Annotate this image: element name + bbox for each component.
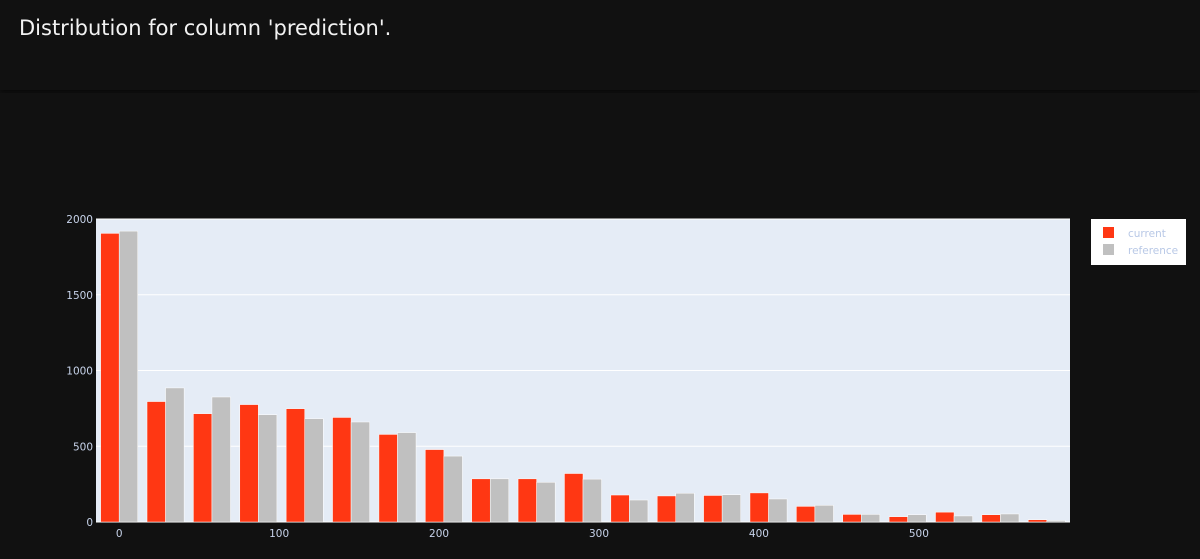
bar-current[interactable]	[239, 404, 259, 523]
bar-current[interactable]	[842, 514, 862, 523]
bar-reference[interactable]	[211, 396, 231, 523]
chart-panel: 0 500 1000 1500 2000 0 100 200 300 400 500 current…	[0, 93, 1200, 559]
bar-reference[interactable]	[629, 499, 649, 523]
legend-item-reference[interactable]: reference	[1103, 244, 1178, 257]
bar-reference[interactable]	[397, 432, 417, 523]
bar-current[interactable]	[1028, 519, 1048, 523]
bar-current[interactable]	[749, 492, 769, 523]
axes: 0 500 1000 1500 2000 0 100 200 300 400 500	[66, 214, 929, 540]
bar-reference[interactable]	[814, 505, 834, 523]
bar-current[interactable]	[425, 449, 445, 523]
x-tick-label: 200	[429, 528, 449, 540]
bar-current[interactable]	[703, 495, 723, 523]
bar-current[interactable]	[981, 514, 1001, 523]
bar-current[interactable]	[100, 233, 120, 523]
y-tick-label: 1500	[66, 290, 93, 302]
legend-box	[1091, 219, 1186, 265]
x-tick-label: 0	[116, 528, 123, 540]
bar-current[interactable]	[888, 516, 908, 523]
bar-reference[interactable]	[258, 414, 278, 523]
bar-reference[interactable]	[304, 418, 324, 523]
page-header: Distribution for column 'prediction'.	[0, 0, 1200, 90]
bar-reference[interactable]	[350, 421, 370, 523]
bar-current[interactable]	[517, 478, 537, 523]
y-tick-label: 0	[86, 517, 93, 529]
bar-reference[interactable]	[1000, 513, 1020, 523]
bar-current[interactable]	[332, 417, 352, 523]
bar-current[interactable]	[564, 473, 584, 523]
bar-reference[interactable]	[861, 514, 881, 523]
x-tick-label: 400	[749, 528, 769, 540]
bar-current[interactable]	[193, 413, 213, 523]
series-current	[100, 233, 1048, 523]
legend-item-current[interactable]: current	[1103, 227, 1166, 240]
distribution-chart[interactable]: 0 500 1000 1500 2000 0 100 200 300 400 500 current…	[0, 93, 1200, 559]
bar-current[interactable]	[471, 478, 491, 523]
bar-current[interactable]	[656, 495, 677, 523]
bar-reference[interactable]	[953, 515, 973, 523]
page-title: Distribution for column 'prediction'.	[19, 16, 392, 40]
bar-reference[interactable]	[489, 478, 510, 523]
x-tick-label: 100	[269, 528, 289, 540]
bar-reference[interactable]	[536, 482, 556, 523]
bar-reference[interactable]	[582, 478, 602, 523]
bar-current[interactable]	[796, 506, 816, 523]
legend-label: current	[1128, 228, 1166, 240]
legend[interactable]: current reference	[1091, 219, 1186, 265]
legend-label: reference	[1128, 245, 1178, 257]
bar-current[interactable]	[285, 408, 305, 523]
bar-reference[interactable]	[721, 494, 741, 523]
legend-swatch	[1103, 244, 1114, 255]
y-tick-label: 1000	[66, 366, 93, 378]
bar-reference[interactable]	[675, 492, 695, 523]
legend-swatch	[1103, 227, 1114, 238]
bar-current[interactable]	[146, 401, 166, 523]
x-tick-label: 300	[589, 528, 609, 540]
bar-reference[interactable]	[768, 498, 788, 523]
bar-current[interactable]	[378, 434, 398, 523]
bar-reference[interactable]	[443, 455, 463, 523]
y-tick-label: 2000	[66, 214, 93, 226]
bar-current[interactable]	[935, 511, 955, 523]
x-tick-label: 500	[909, 528, 929, 540]
bar-reference[interactable]	[165, 387, 185, 523]
bar-reference[interactable]	[118, 230, 138, 523]
y-tick-label: 500	[73, 441, 93, 453]
bars	[100, 230, 1066, 523]
bar-reference[interactable]	[1046, 520, 1066, 523]
bar-reference[interactable]	[907, 514, 927, 523]
bar-current[interactable]	[610, 494, 630, 523]
series-reference	[118, 230, 1066, 523]
